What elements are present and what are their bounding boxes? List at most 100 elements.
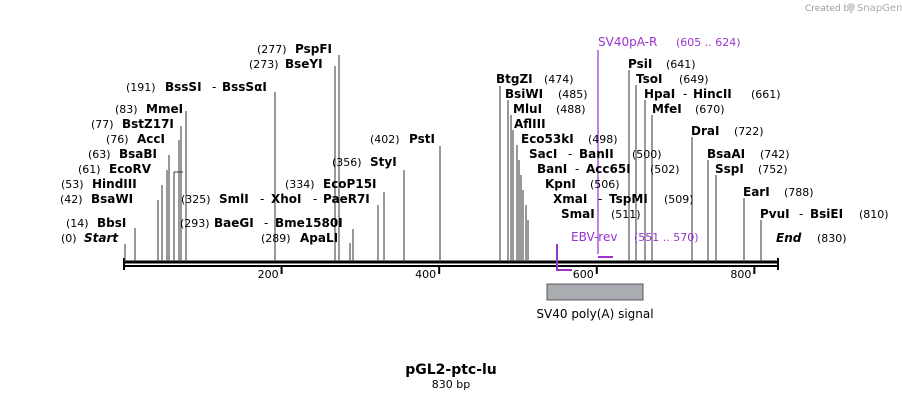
site-bsaai-pos: (742) <box>760 148 790 161</box>
site-btgzi-name: BtgZI <box>496 72 533 86</box>
site-xmai-sep: - <box>598 192 602 206</box>
site-baegi-name: BaeGI <box>214 216 254 230</box>
site-psti-name: PstI <box>409 132 435 146</box>
map-title: pGL2-ptc-lu <box>405 362 497 378</box>
site-smli-alias: XhoI <box>271 192 302 206</box>
site-bsabi-pos: (63) <box>88 148 111 161</box>
site-smli-name: SmlI <box>219 192 249 206</box>
site-bbsi-pos: (14) <box>66 217 89 230</box>
site-pvui-pos: (810) <box>859 208 889 221</box>
site-smai-pos: (511) <box>611 208 641 221</box>
site-start-name: Start <box>84 231 119 245</box>
site-smli-sep1: - <box>260 192 264 206</box>
site-bani-sep: - <box>575 162 579 176</box>
site-saci-pos: (500) <box>632 148 662 161</box>
site-smli-pos: (325) <box>181 193 211 206</box>
map-length: 830 bp <box>432 378 470 391</box>
site-tsoi-pos: (649) <box>679 73 709 86</box>
site-styi-pos: (356) <box>332 156 362 169</box>
feature-sv40-polya-box[interactable] <box>546 283 644 301</box>
primer-ebv-rev-range: (551 .. 570) <box>634 231 699 244</box>
site-saci-alias: BanII <box>579 147 614 161</box>
site-bani-pos: (502) <box>650 163 680 176</box>
site-styi-name: StyI <box>370 155 397 169</box>
site-bani-alias: Acc65I <box>586 162 631 176</box>
site-bbsi-name: BbsI <box>97 216 126 230</box>
site-bsssi-sep: - <box>212 80 216 94</box>
site-bseyi-name: BseYI <box>285 57 323 71</box>
site-bstz17i-name: BstZ17I <box>122 117 174 131</box>
site-mmei-name: MmeI <box>146 102 183 116</box>
site-baegi-sep: - <box>264 216 268 230</box>
site-bsawi-name: BsaWI <box>91 192 133 206</box>
site-afliii-name: AflIII <box>514 117 546 131</box>
credit-prefix: Created by <box>805 4 855 14</box>
primer-sv40pa-r-range: (605 .. 624) <box>676 36 741 49</box>
site-bstz17i-pos: (77) <box>91 118 114 131</box>
site-pspfi-pos: (277) <box>257 43 287 56</box>
site-xmai-alias: TspMI <box>609 192 648 206</box>
site-mfei-pos: (670) <box>695 103 725 116</box>
site-baegi-pos: (293) <box>180 217 210 230</box>
site-xmai-name: XmaI <box>553 192 587 206</box>
site-psti-pos: (402) <box>370 133 400 146</box>
middle-labels: BtgZI (474) BsiWI (485) MluI (488) AflII… <box>496 72 694 221</box>
site-eco53ki-pos: (498) <box>588 133 618 146</box>
site-sspi-name: SspI <box>715 162 744 176</box>
ruler-tick-label-400: 400 <box>415 268 436 281</box>
site-psii-pos: (641) <box>666 58 696 71</box>
site-hpai-alias: HincII <box>693 87 732 101</box>
ruler: 200 400 600 800 <box>258 266 756 281</box>
backbone <box>123 258 779 270</box>
site-end-name: End <box>776 231 802 245</box>
site-end-pos: (830) <box>817 232 847 245</box>
site-mlui-pos: (488) <box>556 103 586 116</box>
site-bsssi-name: BssSI <box>165 80 202 94</box>
ruler-tick-label-800: 800 <box>730 268 751 281</box>
site-eco53ki-name: Eco53kI <box>521 132 574 146</box>
feature-sv40-polya-label: SV40 poly(A) signal <box>536 307 653 321</box>
site-btgzi-pos: (474) <box>544 73 574 86</box>
primer-ebv-rev-name: EBV-rev <box>571 230 617 244</box>
site-saci-sep: - <box>568 147 572 161</box>
site-hindiii-pos: (53) <box>61 178 84 191</box>
site-bani-name: BanI <box>537 162 567 176</box>
feature-sv40-polya[interactable]: SV40 poly(A) signal <box>536 283 654 321</box>
site-tsoi-name: TsoI <box>636 72 662 86</box>
credit-brand: SnapGene <box>857 3 902 14</box>
site-mlui-name: MluI <box>513 102 542 116</box>
site-bsabi-name: BsaBI <box>119 147 157 161</box>
primer-labels: SV40pA-R (605 .. 624) EBV-rev (551 .. 57… <box>571 35 741 244</box>
site-apali-name: ApaLI <box>300 231 338 245</box>
site-baegi-alias: Bme1580I <box>275 216 343 230</box>
site-pspfi-name: PspFI <box>295 42 332 56</box>
primer-ebv-rev-arrow <box>556 244 572 271</box>
site-start-pos: (0) <box>61 232 77 245</box>
site-eari-pos: (788) <box>784 186 814 199</box>
site-acci-pos: (76) <box>106 133 129 146</box>
site-pvui-name: PvuI <box>760 207 790 221</box>
site-mfei-name: MfeI <box>652 102 682 116</box>
ruler-tick-label-200: 200 <box>258 268 279 281</box>
site-kpni-name: KpnI <box>545 177 576 191</box>
site-pvui-sep: - <box>799 207 803 221</box>
site-smli-alias2: PaeR7I <box>323 192 370 206</box>
site-drai-name: DraI <box>691 124 719 138</box>
site-ecorv-pos: (61) <box>78 163 101 176</box>
left-labels: (0) Start (14) BbsI (42) BsaWI (53) Hind… <box>60 42 435 245</box>
site-eari-name: EarI <box>743 185 770 199</box>
site-smai-name: SmaI <box>561 207 595 221</box>
site-kpni-pos: (506) <box>590 178 620 191</box>
site-ecop15i-name: EcoP15I <box>323 177 377 191</box>
site-smli-sep2: - <box>313 192 317 206</box>
primer-connectors <box>556 50 613 271</box>
site-connectors <box>124 55 762 262</box>
site-bsiwi-pos: (485) <box>558 88 588 101</box>
primer-sv40pa-r-name: SV40pA-R <box>598 35 657 49</box>
right-labels: PsiI (641) TsoI (649) HpaI - HincII (661… <box>628 57 889 245</box>
site-hpai-name: HpaI <box>644 87 675 101</box>
site-saci-name: SacI <box>529 147 557 161</box>
ruler-tick-label-600: 600 <box>573 268 594 281</box>
